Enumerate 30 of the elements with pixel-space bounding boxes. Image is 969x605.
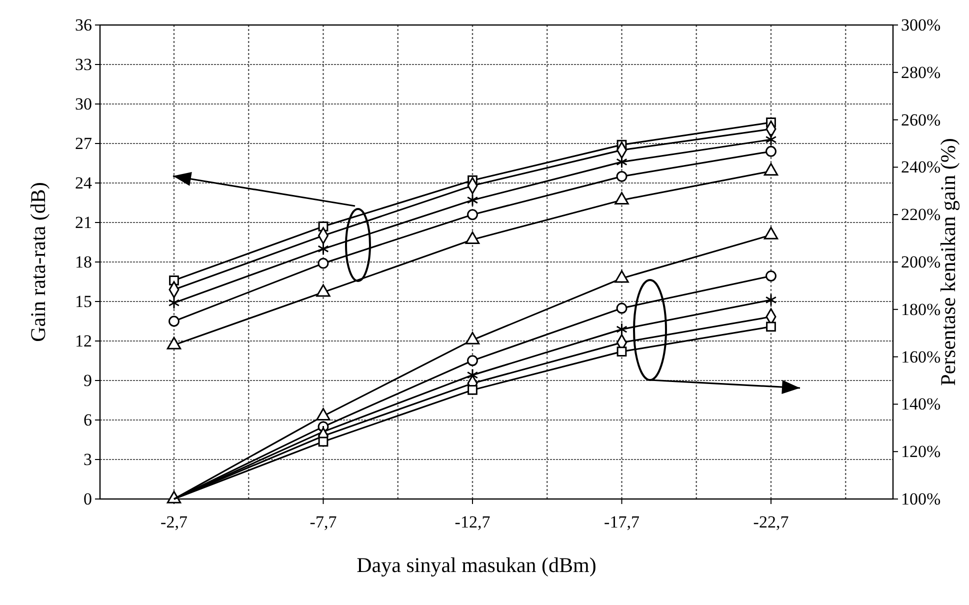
y2-tick-label: 180% [901, 300, 941, 319]
y-tick-label: 12 [75, 331, 92, 350]
y-tick-label: 30 [75, 94, 92, 114]
y-tick-label: 18 [75, 252, 92, 272]
y2-tick-label: 100% [901, 489, 941, 508]
y-tick-label: 6 [84, 410, 92, 430]
y-tick-label: 33 [75, 54, 92, 74]
x-tick-label: -22,7 [753, 512, 790, 532]
y-axis-title: Gain rata-rata (dB) [26, 182, 50, 342]
y2-tick-label: 200% [901, 252, 941, 272]
y-tick-label: 36 [75, 15, 92, 34]
x-tick-label: -17,7 [604, 512, 640, 532]
y-tick-label: 21 [75, 212, 92, 232]
y2-tick-label: 120% [901, 442, 941, 462]
y2-tick-label: 260% [901, 110, 941, 130]
y2-tick-label: 280% [901, 62, 941, 82]
y2-tick-label: 300% [901, 15, 941, 34]
y-tick-label: 9 [84, 370, 92, 390]
y-tick-label: 0 [84, 489, 92, 508]
y-tick-label: 15 [75, 292, 92, 311]
y-tick-label: 27 [75, 134, 92, 153]
x-tick-label: -12,7 [454, 512, 491, 532]
y-tick-label: 24 [75, 173, 92, 192]
y2-tick-label: 140% [901, 394, 941, 414]
y-tick-label: 3 [84, 450, 92, 469]
y2-tick-label: 240% [901, 158, 941, 177]
x-tick-label: -2,7 [160, 512, 188, 532]
y2-tick-label: 220% [901, 205, 941, 224]
x-tick-label: -7,7 [310, 512, 338, 532]
x-axis-title: Daya sinyal masukan (dBm) [356, 553, 596, 577]
